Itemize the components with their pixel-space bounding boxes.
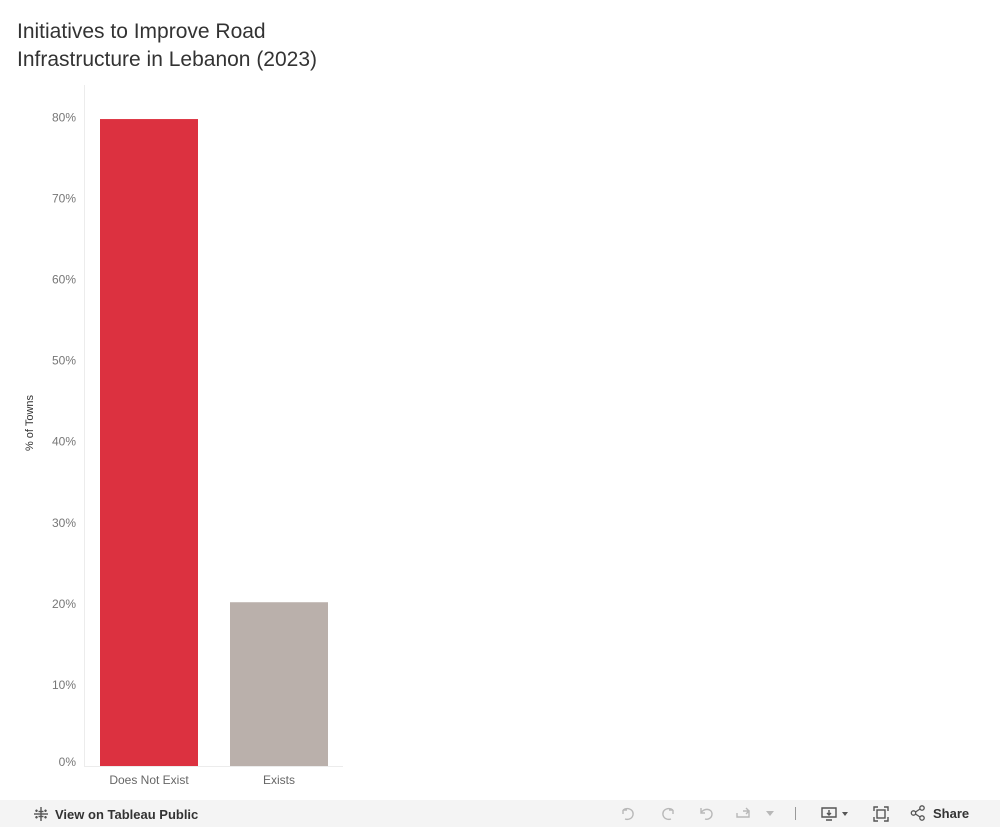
y-tick-label: 80% — [52, 110, 76, 124]
view-on-tableau-public-label: View on Tableau Public — [55, 806, 199, 822]
tableau-logo-icon — [33, 806, 49, 822]
redo-button[interactable] — [659, 805, 677, 823]
refresh-options-button[interactable] — [765, 809, 775, 819]
chart-title: Initiatives to Improve Road Infrastructu… — [17, 18, 377, 74]
refresh-icon — [735, 805, 753, 823]
toolbar: View on Tableau Public — [0, 800, 1000, 827]
y-tick-label: 20% — [52, 597, 76, 611]
chart-title-line-1: Initiatives to Improve Road — [17, 20, 266, 43]
refresh-button[interactable] — [735, 805, 753, 823]
share-icon — [910, 805, 926, 821]
y-tick-label: 30% — [52, 516, 76, 530]
share-button[interactable]: Share — [910, 805, 969, 821]
chevron-down-icon — [765, 809, 775, 819]
revert-icon — [698, 805, 716, 823]
y-tick-label: 70% — [52, 192, 76, 206]
x-tick-label: Does Not Exist — [109, 773, 189, 787]
y-tick-label: 0% — [59, 755, 77, 769]
y-axis-title: % of Towns — [24, 394, 36, 451]
y-tick-label: 60% — [52, 273, 76, 287]
chart-title-line-2: Infrastructure in Lebanon (2023) — [17, 48, 318, 71]
fullscreen-button[interactable] — [872, 805, 890, 823]
redo-icon — [659, 805, 677, 823]
x-tick-label: Exists — [263, 773, 295, 787]
download-button[interactable] — [820, 805, 850, 823]
fullscreen-icon — [872, 805, 890, 823]
revert-button[interactable] — [698, 805, 716, 823]
bar — [100, 119, 198, 767]
download-icon — [820, 805, 850, 823]
y-tick-label: 50% — [52, 354, 76, 368]
y-tick-label: 40% — [52, 435, 76, 449]
undo-icon — [619, 805, 637, 823]
y-tick-label: 10% — [52, 678, 76, 692]
toolbar-divider — [795, 807, 796, 820]
bar — [230, 602, 328, 766]
undo-button[interactable] — [619, 805, 637, 823]
share-label: Share — [933, 805, 970, 821]
bar-chart: 0% 10% 20% 30% 40% 50% 60% 70% 80% % of Towns Does… — [24, 85, 343, 787]
view-on-tableau-public-link[interactable]: View on Tableau Public — [33, 806, 198, 822]
